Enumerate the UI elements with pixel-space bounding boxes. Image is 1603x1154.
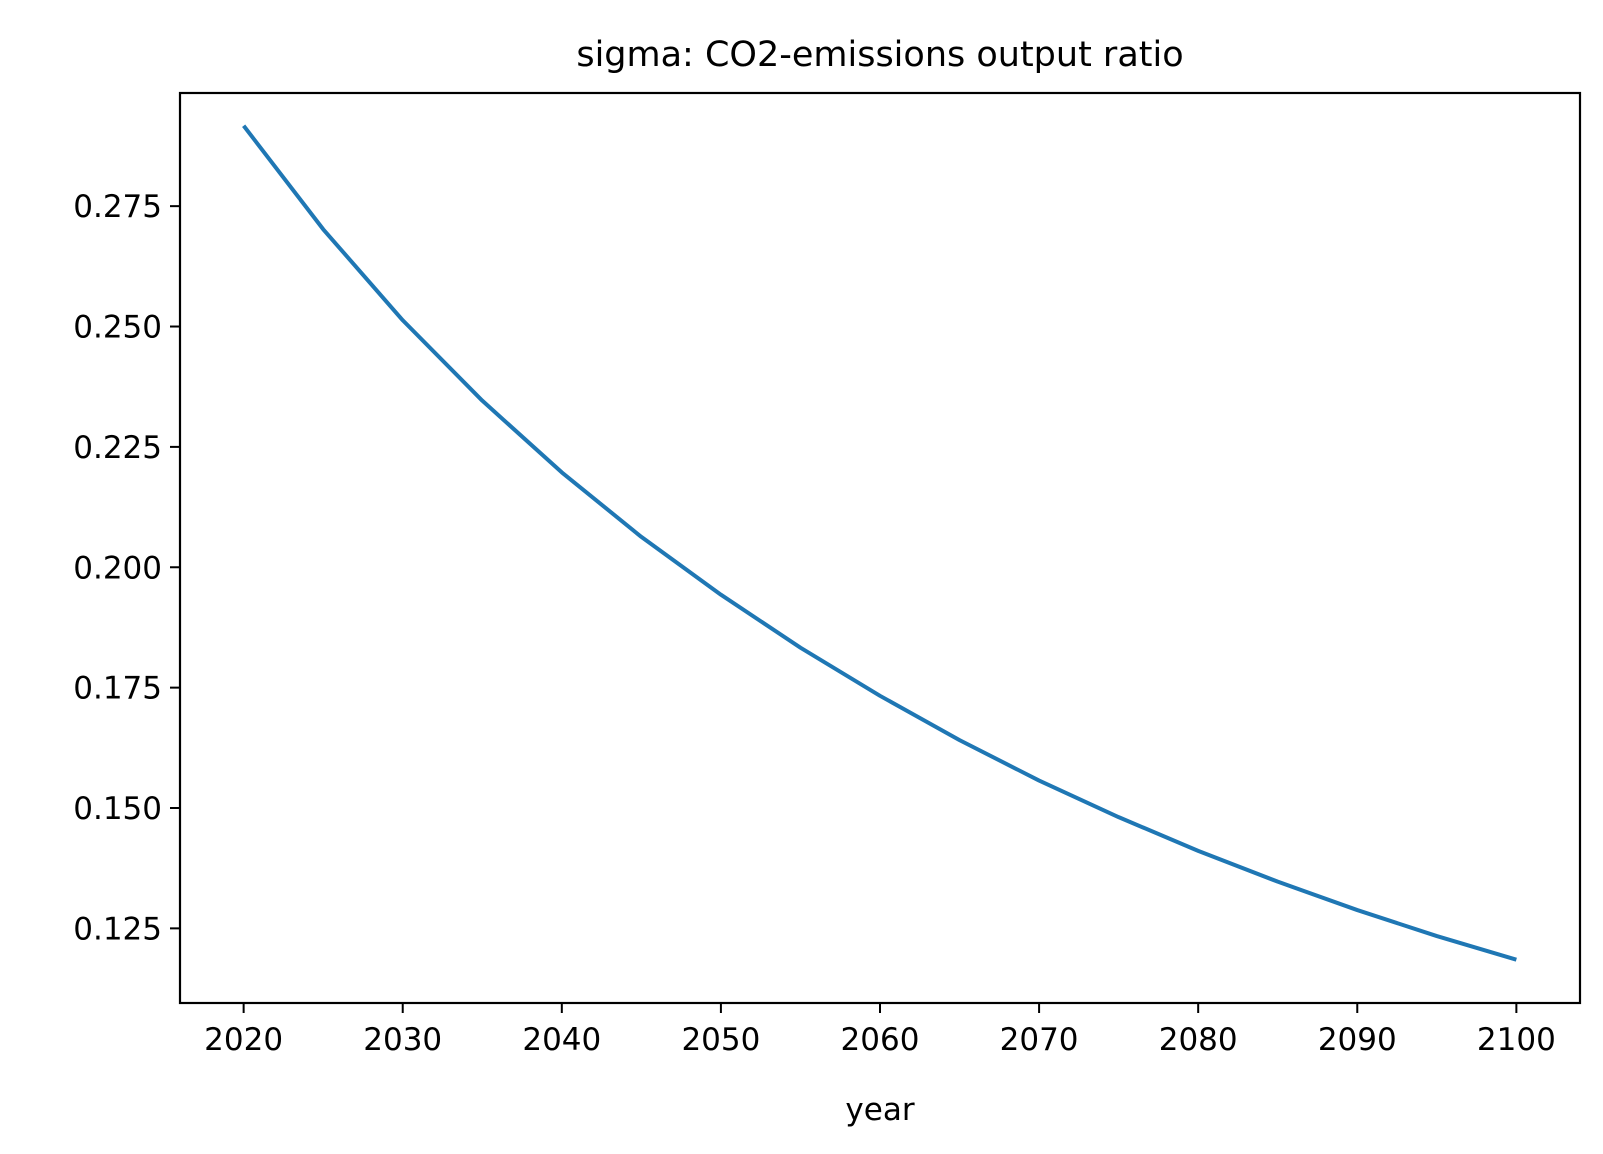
x-tick-label-2060: 2060 xyxy=(841,1022,920,1058)
x-tick-label-2020: 2020 xyxy=(204,1022,283,1058)
y-tick-label-1: 0.150 xyxy=(73,791,162,827)
x-tick-label-2030: 2030 xyxy=(363,1022,442,1058)
x-axis-label: year xyxy=(845,1092,914,1128)
plot-area: 2020 2030 2040 2050 2060 2070 2080 2090 2100 0.12… xyxy=(73,91,1582,1058)
x-tick-label-2040: 2040 xyxy=(522,1022,601,1058)
y-tick-label-5: 0.250 xyxy=(73,310,162,346)
y-tick-label-6: 0.275 xyxy=(73,189,162,225)
y-tick-label-2: 0.175 xyxy=(73,671,162,707)
x-tick-label-2080: 2080 xyxy=(1159,1022,1238,1058)
x-tick-label-2070: 2070 xyxy=(1000,1022,1079,1058)
x-tick-label-2100: 2100 xyxy=(1477,1022,1556,1058)
series-line-0 xyxy=(242,124,1517,962)
x-tick-label-2050: 2050 xyxy=(681,1022,760,1058)
y-tick-label-0: 0.125 xyxy=(73,911,162,947)
y-tick-label-4: 0.225 xyxy=(73,430,162,466)
x-tick-label-2090: 2090 xyxy=(1318,1022,1397,1058)
chart-title: sigma: CO2-emissions output ratio xyxy=(576,35,1183,75)
y-tick-label-3: 0.200 xyxy=(73,550,162,586)
